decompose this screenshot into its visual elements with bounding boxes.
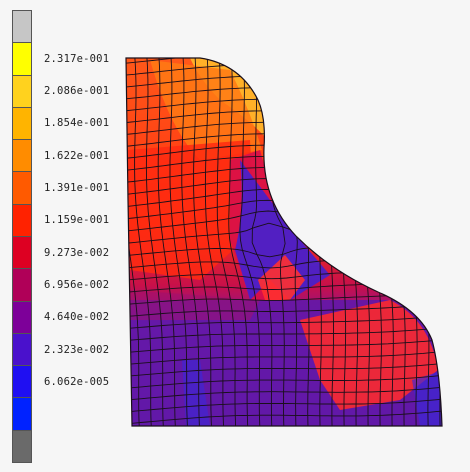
region-right-blue-streak	[412, 372, 442, 426]
mesh-line-v	[228, 58, 249, 426]
legend-label: 2.323e-002	[44, 343, 110, 356]
legend-swatch	[13, 269, 31, 302]
legend-label: 1.159e-001	[44, 214, 110, 227]
legend-label: 2.086e-001	[44, 84, 110, 97]
color-legend	[12, 10, 32, 463]
mesh-line-h	[122, 38, 452, 52]
part-outline	[125, 57, 443, 427]
legend-label: 1.391e-001	[44, 181, 110, 194]
legend-label: 1.854e-001	[44, 117, 110, 130]
legend-swatch	[13, 236, 31, 270]
legend-swatch	[13, 140, 31, 173]
legend-label: 4.640e-002	[44, 311, 110, 324]
legend-label: 1.622e-001	[44, 149, 110, 162]
mesh-line-v	[251, 58, 273, 426]
mesh-line-h	[126, 314, 442, 330]
region-blue-channel	[235, 160, 330, 300]
mesh-line-v	[447, 51, 464, 429]
legend-swatch	[13, 301, 31, 334]
mesh-line-v	[239, 58, 261, 426]
legend-swatch	[13, 43, 31, 76]
mesh-line-h	[126, 338, 442, 354]
legend-label: 6.956e-002	[44, 279, 110, 292]
mesh-line-v	[145, 58, 164, 426]
legend-swatch	[13, 11, 31, 44]
legend-swatch	[13, 107, 31, 141]
mesh-line-h	[126, 350, 442, 366]
legend-swatch	[13, 398, 31, 431]
part-body	[122, 38, 464, 429]
mesh-line-h	[126, 326, 442, 342]
region-mid-red	[128, 140, 255, 280]
legend-swatch	[13, 75, 31, 108]
mesh-line-v	[216, 58, 237, 426]
legend-swatch	[13, 366, 31, 399]
mesh-line-v	[204, 58, 224, 426]
mesh-line-v	[169, 58, 188, 426]
mesh-line-h	[126, 410, 442, 426]
legend-label: 9.273e-002	[44, 246, 110, 259]
legend-swatch	[13, 333, 31, 367]
legend-swatch	[13, 204, 31, 237]
mesh-line-h	[126, 362, 442, 378]
mesh-line-h	[126, 386, 442, 402]
legend-label: 2.317e-001	[44, 52, 110, 65]
mesh-line-h	[126, 398, 442, 414]
legend-label: 6.062e-005	[44, 376, 110, 389]
legend-swatch	[13, 172, 31, 205]
legend-swatch	[13, 430, 31, 462]
mesh-line-h	[126, 374, 442, 390]
mesh-line-v	[157, 58, 176, 426]
region-bottom-blue-streak	[182, 360, 210, 426]
legend-labels: 2.317e-001 2.086e-001 1.854e-001 1.622e-001…	[44, 10, 134, 463]
mesh-line-v	[133, 58, 152, 426]
mesh-line-h	[126, 301, 442, 318]
